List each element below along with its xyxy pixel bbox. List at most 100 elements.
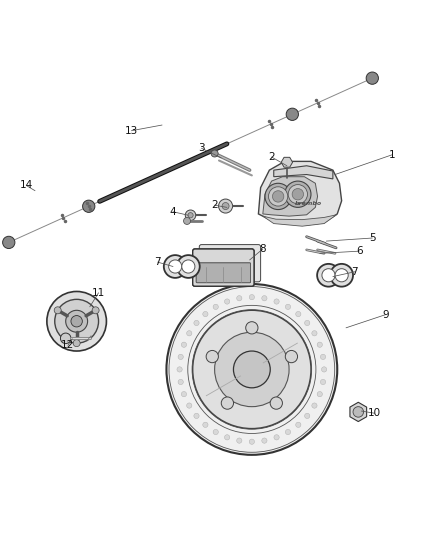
Circle shape: [187, 403, 192, 408]
FancyBboxPatch shape: [199, 245, 261, 282]
Circle shape: [193, 310, 311, 429]
Text: 8: 8: [259, 244, 266, 254]
Text: 11: 11: [92, 288, 105, 298]
Circle shape: [182, 260, 195, 273]
Text: 12: 12: [61, 341, 74, 350]
Circle shape: [3, 236, 15, 248]
Circle shape: [292, 189, 304, 200]
Circle shape: [178, 354, 184, 359]
Circle shape: [335, 269, 348, 282]
Text: 2: 2: [268, 152, 275, 162]
Circle shape: [54, 307, 61, 314]
Circle shape: [320, 354, 325, 359]
Circle shape: [312, 403, 317, 408]
Text: 2: 2: [211, 200, 218, 210]
Circle shape: [304, 320, 310, 326]
Circle shape: [265, 183, 291, 209]
Text: 7: 7: [351, 266, 358, 277]
Circle shape: [237, 296, 242, 301]
Text: 14: 14: [20, 181, 33, 190]
Text: 1: 1: [389, 150, 396, 160]
Circle shape: [262, 296, 267, 301]
Circle shape: [296, 311, 301, 317]
Circle shape: [286, 304, 291, 310]
Text: 7: 7: [154, 257, 161, 267]
Circle shape: [274, 435, 279, 440]
Circle shape: [60, 333, 71, 344]
Circle shape: [262, 438, 267, 443]
Circle shape: [181, 392, 187, 397]
Polygon shape: [263, 177, 318, 216]
Text: brembo: brembo: [295, 201, 322, 206]
Polygon shape: [258, 161, 342, 225]
Circle shape: [184, 217, 191, 224]
Circle shape: [177, 367, 182, 372]
Circle shape: [206, 350, 219, 362]
Circle shape: [286, 108, 298, 120]
Circle shape: [286, 430, 291, 434]
Circle shape: [285, 350, 297, 362]
Circle shape: [213, 304, 219, 310]
Circle shape: [296, 422, 301, 427]
Circle shape: [270, 397, 283, 409]
Circle shape: [317, 392, 322, 397]
Circle shape: [219, 199, 233, 213]
Circle shape: [330, 264, 353, 287]
Circle shape: [66, 310, 88, 332]
Circle shape: [185, 210, 196, 221]
Polygon shape: [281, 157, 293, 167]
Circle shape: [312, 330, 317, 336]
Circle shape: [203, 422, 208, 427]
Circle shape: [213, 430, 218, 434]
Circle shape: [203, 311, 208, 317]
Circle shape: [249, 439, 254, 445]
Circle shape: [215, 332, 289, 407]
Text: 3: 3: [198, 143, 205, 154]
Circle shape: [164, 255, 187, 278]
Circle shape: [225, 299, 230, 304]
Circle shape: [188, 213, 193, 218]
Circle shape: [73, 340, 80, 346]
Text: 9: 9: [382, 310, 389, 320]
Circle shape: [304, 413, 310, 418]
Circle shape: [55, 300, 99, 343]
Polygon shape: [350, 402, 367, 422]
Circle shape: [274, 299, 279, 304]
FancyBboxPatch shape: [193, 249, 254, 286]
Circle shape: [268, 187, 288, 206]
Circle shape: [166, 284, 337, 455]
Circle shape: [181, 342, 187, 348]
Circle shape: [92, 307, 99, 314]
Circle shape: [83, 200, 95, 213]
Circle shape: [237, 438, 242, 443]
Circle shape: [317, 264, 340, 287]
Polygon shape: [263, 215, 336, 226]
Circle shape: [225, 435, 230, 440]
Circle shape: [322, 269, 335, 282]
Circle shape: [246, 322, 258, 334]
Circle shape: [222, 203, 229, 209]
Circle shape: [194, 320, 199, 326]
Circle shape: [169, 260, 182, 273]
Circle shape: [288, 184, 307, 204]
Circle shape: [177, 255, 200, 278]
Circle shape: [194, 413, 199, 418]
FancyBboxPatch shape: [196, 263, 251, 282]
Text: 5: 5: [369, 233, 376, 243]
Circle shape: [187, 330, 192, 336]
Circle shape: [221, 397, 233, 409]
Circle shape: [272, 191, 284, 202]
Circle shape: [249, 295, 254, 300]
Circle shape: [320, 379, 325, 385]
Circle shape: [178, 379, 184, 385]
Circle shape: [353, 407, 364, 417]
Circle shape: [233, 351, 270, 388]
Circle shape: [71, 316, 82, 327]
Circle shape: [317, 342, 322, 348]
Circle shape: [366, 72, 378, 84]
Text: 6: 6: [356, 246, 363, 256]
Text: 10: 10: [368, 408, 381, 418]
Circle shape: [285, 181, 311, 207]
Polygon shape: [274, 166, 333, 179]
Circle shape: [47, 292, 106, 351]
